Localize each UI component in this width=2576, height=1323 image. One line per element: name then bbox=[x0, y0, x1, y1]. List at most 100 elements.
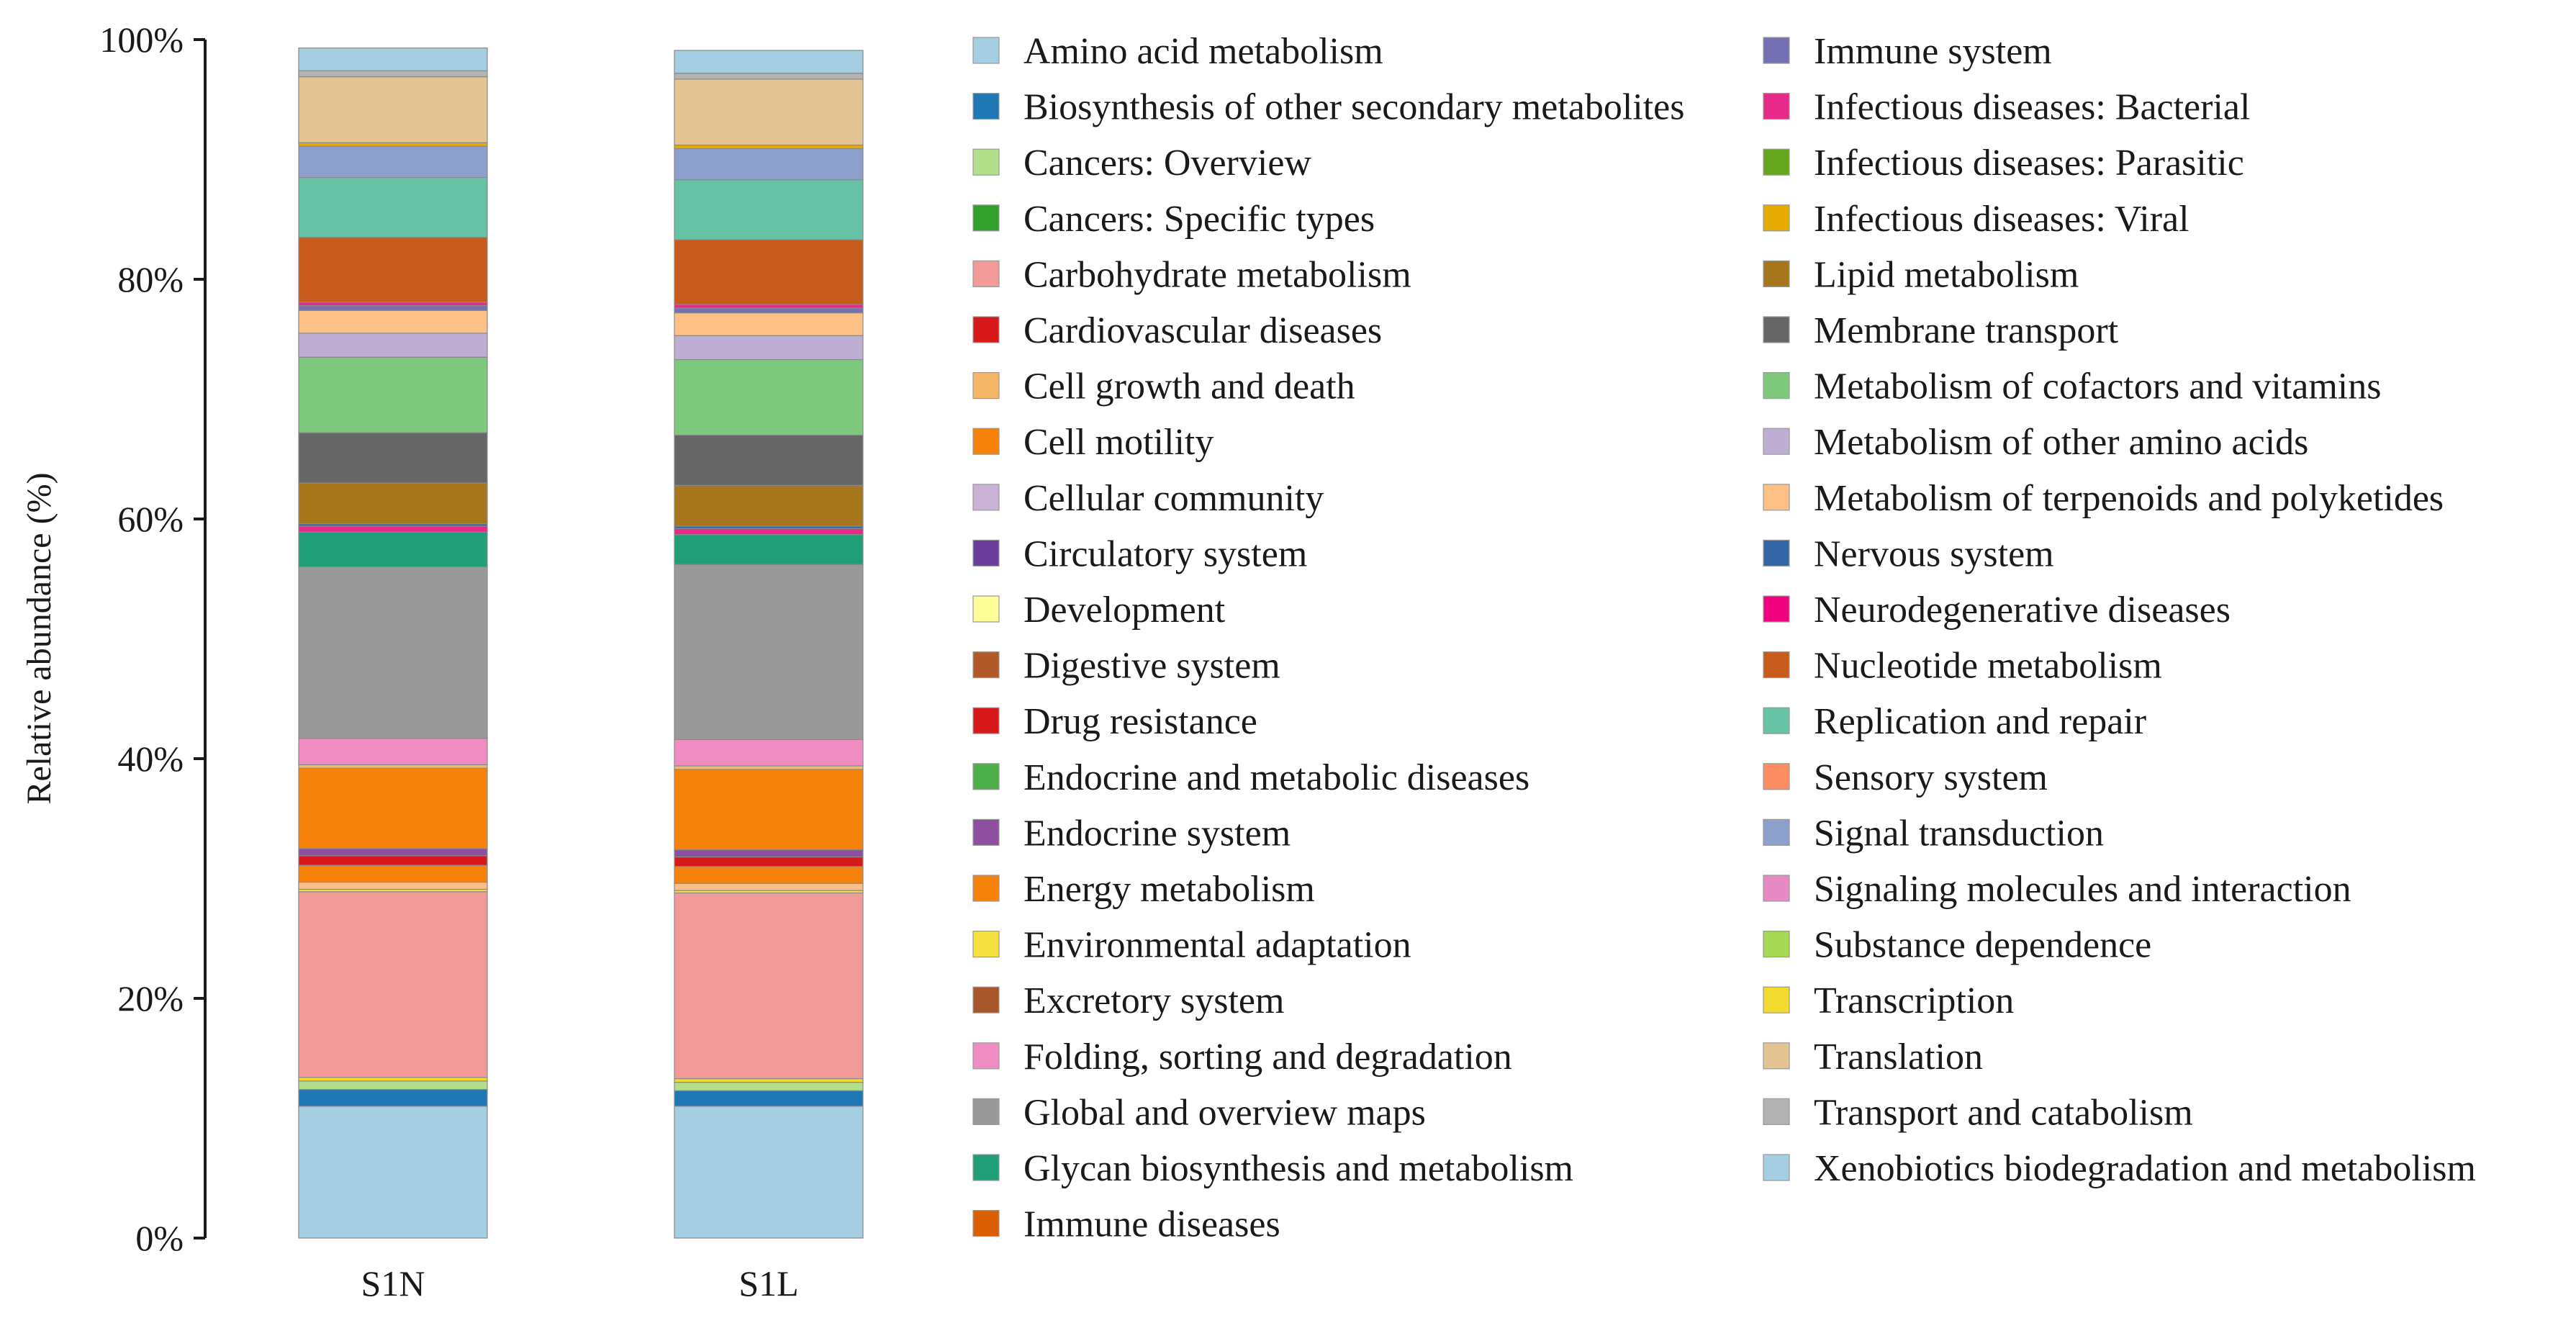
bar-segment bbox=[298, 432, 488, 484]
legend-item: Lipid metabolism bbox=[1763, 254, 2079, 295]
legend-label: Xenobiotics biodegradation and metabolis… bbox=[1814, 1148, 2476, 1189]
bar-segment bbox=[674, 534, 864, 565]
bars bbox=[298, 48, 864, 1239]
bar-segment bbox=[674, 434, 864, 486]
legend-swatch bbox=[1763, 595, 1790, 623]
legend-swatch bbox=[1763, 986, 1790, 1013]
legend-swatch bbox=[972, 1042, 1000, 1070]
x-axis-labels: S1N S1L bbox=[361, 1263, 799, 1304]
legend-label: Carbohydrate metabolism bbox=[1023, 254, 1411, 295]
legend-label: Translation bbox=[1814, 1037, 1983, 1078]
legend-swatch bbox=[1763, 260, 1790, 287]
legend-label: Cell growth and death bbox=[1023, 366, 1355, 407]
bar-segment bbox=[298, 767, 488, 849]
bar-segment bbox=[298, 310, 488, 334]
legend-swatch bbox=[972, 316, 1000, 343]
y-axis: 0% 20% 40% 60% 80% 100% bbox=[99, 19, 207, 1258]
legend-swatch bbox=[972, 1098, 1000, 1126]
bar-segment bbox=[674, 882, 864, 891]
legend-swatch bbox=[972, 148, 1000, 176]
legend-swatch bbox=[972, 595, 1000, 623]
bar-segment bbox=[298, 70, 488, 78]
legend-label: Metabolism of other amino acids bbox=[1814, 422, 2308, 463]
legend-item: Biosynthesis of other secondary metaboli… bbox=[972, 87, 1684, 128]
legend-item: Cardiovascular diseases bbox=[972, 310, 1382, 351]
legend-item: Signal transduction bbox=[1763, 813, 2104, 854]
legend-swatch bbox=[972, 1209, 1000, 1237]
legend-item: Amino acid metabolism bbox=[972, 31, 1383, 72]
legend-swatch bbox=[1763, 484, 1790, 511]
legend-label: Cancers: Specific types bbox=[1023, 199, 1375, 240]
bar-segment bbox=[298, 1077, 488, 1082]
bar-segment bbox=[674, 892, 864, 1080]
legend-swatch bbox=[1763, 1154, 1790, 1181]
legend-label: Cardiovascular diseases bbox=[1023, 310, 1382, 351]
legend-swatch bbox=[972, 204, 1000, 232]
legend-label: Infectious diseases: Parasitic bbox=[1814, 143, 2244, 184]
legend-item: Transcription bbox=[1763, 980, 2014, 1021]
legend-label: Lipid metabolism bbox=[1814, 254, 2079, 295]
legend-swatch bbox=[972, 371, 1000, 399]
bar-segment bbox=[298, 864, 488, 883]
legend-label: Nucleotide metabolism bbox=[1814, 646, 2162, 687]
bar-segment bbox=[674, 50, 864, 74]
legend-label: Infectious diseases: Viral bbox=[1814, 199, 2189, 240]
bar-segment bbox=[674, 484, 864, 527]
legend-swatch bbox=[972, 539, 1000, 567]
legend-label: Cell motility bbox=[1023, 422, 1214, 463]
legend-label: Immune diseases bbox=[1023, 1204, 1280, 1245]
bar-segment bbox=[674, 335, 864, 361]
bar-segment bbox=[674, 78, 864, 146]
legend-label: Neurodegenerative diseases bbox=[1814, 590, 2231, 631]
bar-segment bbox=[674, 304, 864, 309]
legend-label: Infectious diseases: Bacterial bbox=[1814, 87, 2250, 128]
bar-segment bbox=[674, 144, 864, 150]
legend-label: Amino acid metabolism bbox=[1023, 31, 1383, 72]
legend-item: Infectious diseases: Parasitic bbox=[1763, 143, 2244, 184]
bar-segment bbox=[298, 142, 488, 147]
legend-item: Excretory system bbox=[972, 980, 1284, 1021]
legend-label: Cellular community bbox=[1023, 478, 1324, 519]
legend-item: Membrane transport bbox=[1763, 310, 2119, 351]
bar-segment bbox=[298, 302, 488, 307]
legend-label: Drug resistance bbox=[1023, 701, 1257, 742]
legend-swatch bbox=[1763, 93, 1790, 120]
legend-item: Folding, sorting and degradation bbox=[972, 1037, 1512, 1078]
legend-label: Digestive system bbox=[1023, 646, 1280, 687]
legend-swatch bbox=[972, 875, 1000, 902]
bar-segment bbox=[674, 179, 864, 240]
legend-label: Membrane transport bbox=[1814, 310, 2119, 351]
legend-item: Global and overview maps bbox=[972, 1092, 1426, 1133]
legend-label: Biosynthesis of other secondary metaboli… bbox=[1023, 87, 1684, 128]
legend-swatch bbox=[1763, 651, 1790, 679]
bar-segment bbox=[674, 765, 864, 770]
legend-label: Endocrine and metabolic diseases bbox=[1023, 757, 1529, 798]
legend-label: Sensory system bbox=[1814, 757, 2048, 798]
legend-item: Circulatory system bbox=[972, 533, 1307, 574]
bar-segment bbox=[298, 891, 488, 1078]
legend-label: Signaling molecules and interaction bbox=[1814, 869, 2351, 910]
bar-s1n bbox=[298, 48, 488, 1239]
legend-item: Energy metabolism bbox=[972, 869, 1315, 910]
legend-item: Immune system bbox=[1763, 31, 2052, 72]
bar-segment bbox=[298, 482, 488, 525]
legend-item: Endocrine and metabolic diseases bbox=[972, 757, 1529, 798]
legend-label: Glycan biosynthesis and metabolism bbox=[1023, 1148, 1573, 1189]
bar-segment bbox=[298, 738, 488, 765]
legend-item: Cancers: Specific types bbox=[972, 199, 1375, 240]
bar-segment bbox=[674, 312, 864, 336]
bar-segment bbox=[674, 739, 864, 767]
legend-swatch bbox=[1763, 763, 1790, 790]
legend-label: Transport and catabolism bbox=[1814, 1092, 2193, 1133]
legend-label: Replication and repair bbox=[1814, 701, 2146, 742]
bar-segment bbox=[298, 525, 488, 533]
y-tick-label: 40% bbox=[117, 739, 184, 779]
bar-segment bbox=[298, 145, 488, 179]
x-category-label: S1L bbox=[738, 1263, 798, 1304]
bar-segment bbox=[674, 239, 864, 305]
legend-item: Metabolism of other amino acids bbox=[1763, 422, 2308, 463]
legend-item: Nervous system bbox=[1763, 533, 2054, 574]
legend-item: Metabolism of terpenoids and polyketides bbox=[1763, 478, 2444, 519]
legend-item: Immune diseases bbox=[972, 1204, 1280, 1245]
